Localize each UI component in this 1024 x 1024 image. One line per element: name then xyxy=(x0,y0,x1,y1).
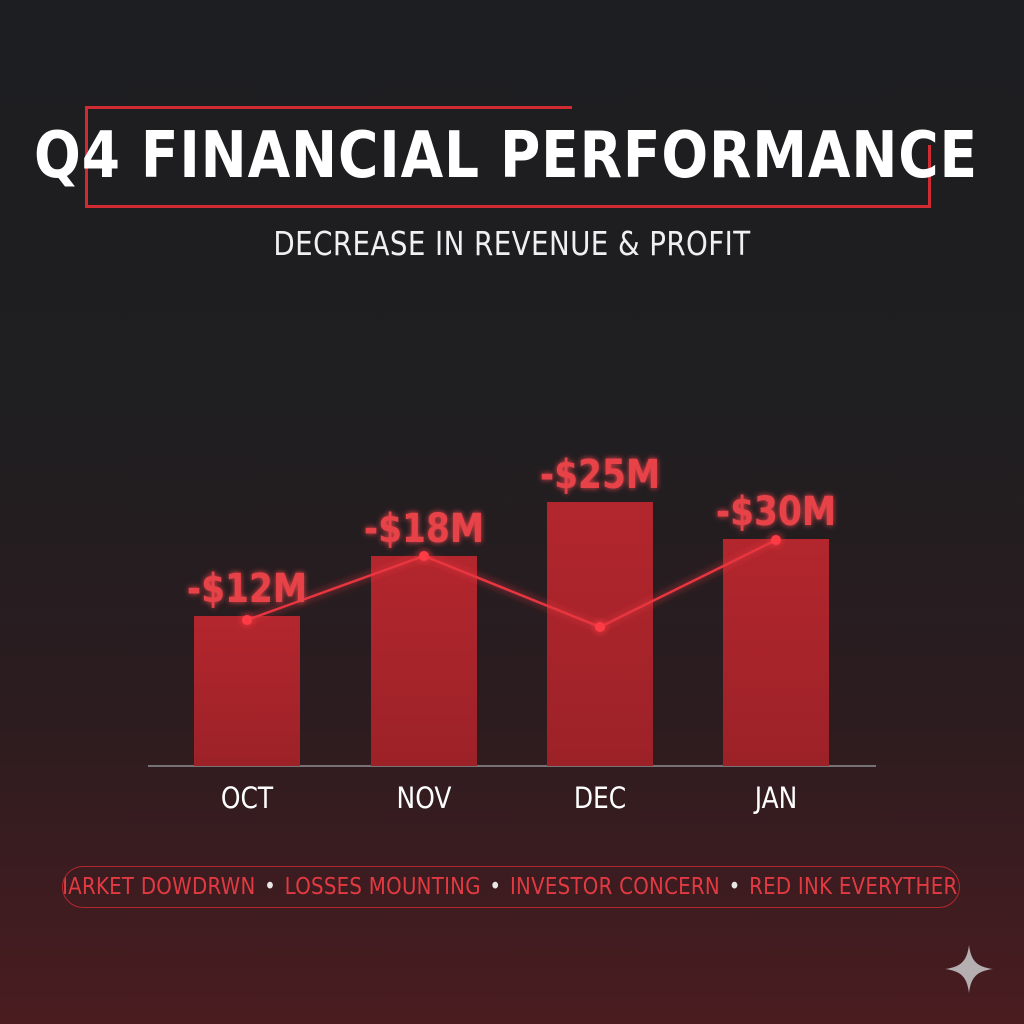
title-frame-bottom xyxy=(85,205,931,208)
title-frame-top xyxy=(85,106,572,109)
x-tick-dec: DEC xyxy=(574,782,626,815)
value-label-oct: -$12M xyxy=(187,564,307,611)
bar-nov xyxy=(371,556,477,766)
ticker-text: MARKET DOWDRWN • LOSSES MOUNTING • INVESTOR … xyxy=(62,874,960,900)
x-tick-nov: NOV xyxy=(397,782,452,815)
sparkle-icon xyxy=(945,945,993,993)
trend-line xyxy=(246,538,777,629)
ticker-separator: • xyxy=(264,874,277,900)
x-tick-oct: OCT xyxy=(221,782,274,815)
ticker-item: RED INK EVERYTHERE xyxy=(749,874,960,900)
value-label-dec: -$25M xyxy=(540,450,660,497)
trend-point-oct xyxy=(242,615,252,625)
bar-oct xyxy=(194,616,300,766)
value-label-jan: -$30M xyxy=(716,487,836,534)
ticker-separator: • xyxy=(489,874,502,900)
value-label-nov: -$18M xyxy=(364,504,484,551)
page-title: Q4 FINANCIAL PERFORMANCE xyxy=(34,119,978,193)
x-tick-jan: JAN xyxy=(753,782,797,815)
ticker-banner: MARKET DOWDRWN • LOSSES MOUNTING • INVESTOR … xyxy=(62,866,960,908)
page-subtitle: DECREASE IN REVENUE & PROFIT xyxy=(273,224,751,263)
ticker-item: LOSSES MOUNTING xyxy=(285,874,482,900)
trend-point-dec xyxy=(595,622,605,632)
trend-point-nov xyxy=(419,551,429,561)
title-frame-left xyxy=(85,106,88,206)
title-frame-right xyxy=(928,145,931,208)
ticker-item: INVESTOR CONCERN xyxy=(510,874,721,900)
bar-dec xyxy=(547,502,653,766)
ticker-separator: • xyxy=(729,874,742,900)
bar-jan xyxy=(723,539,829,766)
trend-point-jan xyxy=(771,535,781,545)
ticker-item: MARKET DOWDRWN xyxy=(62,874,256,900)
